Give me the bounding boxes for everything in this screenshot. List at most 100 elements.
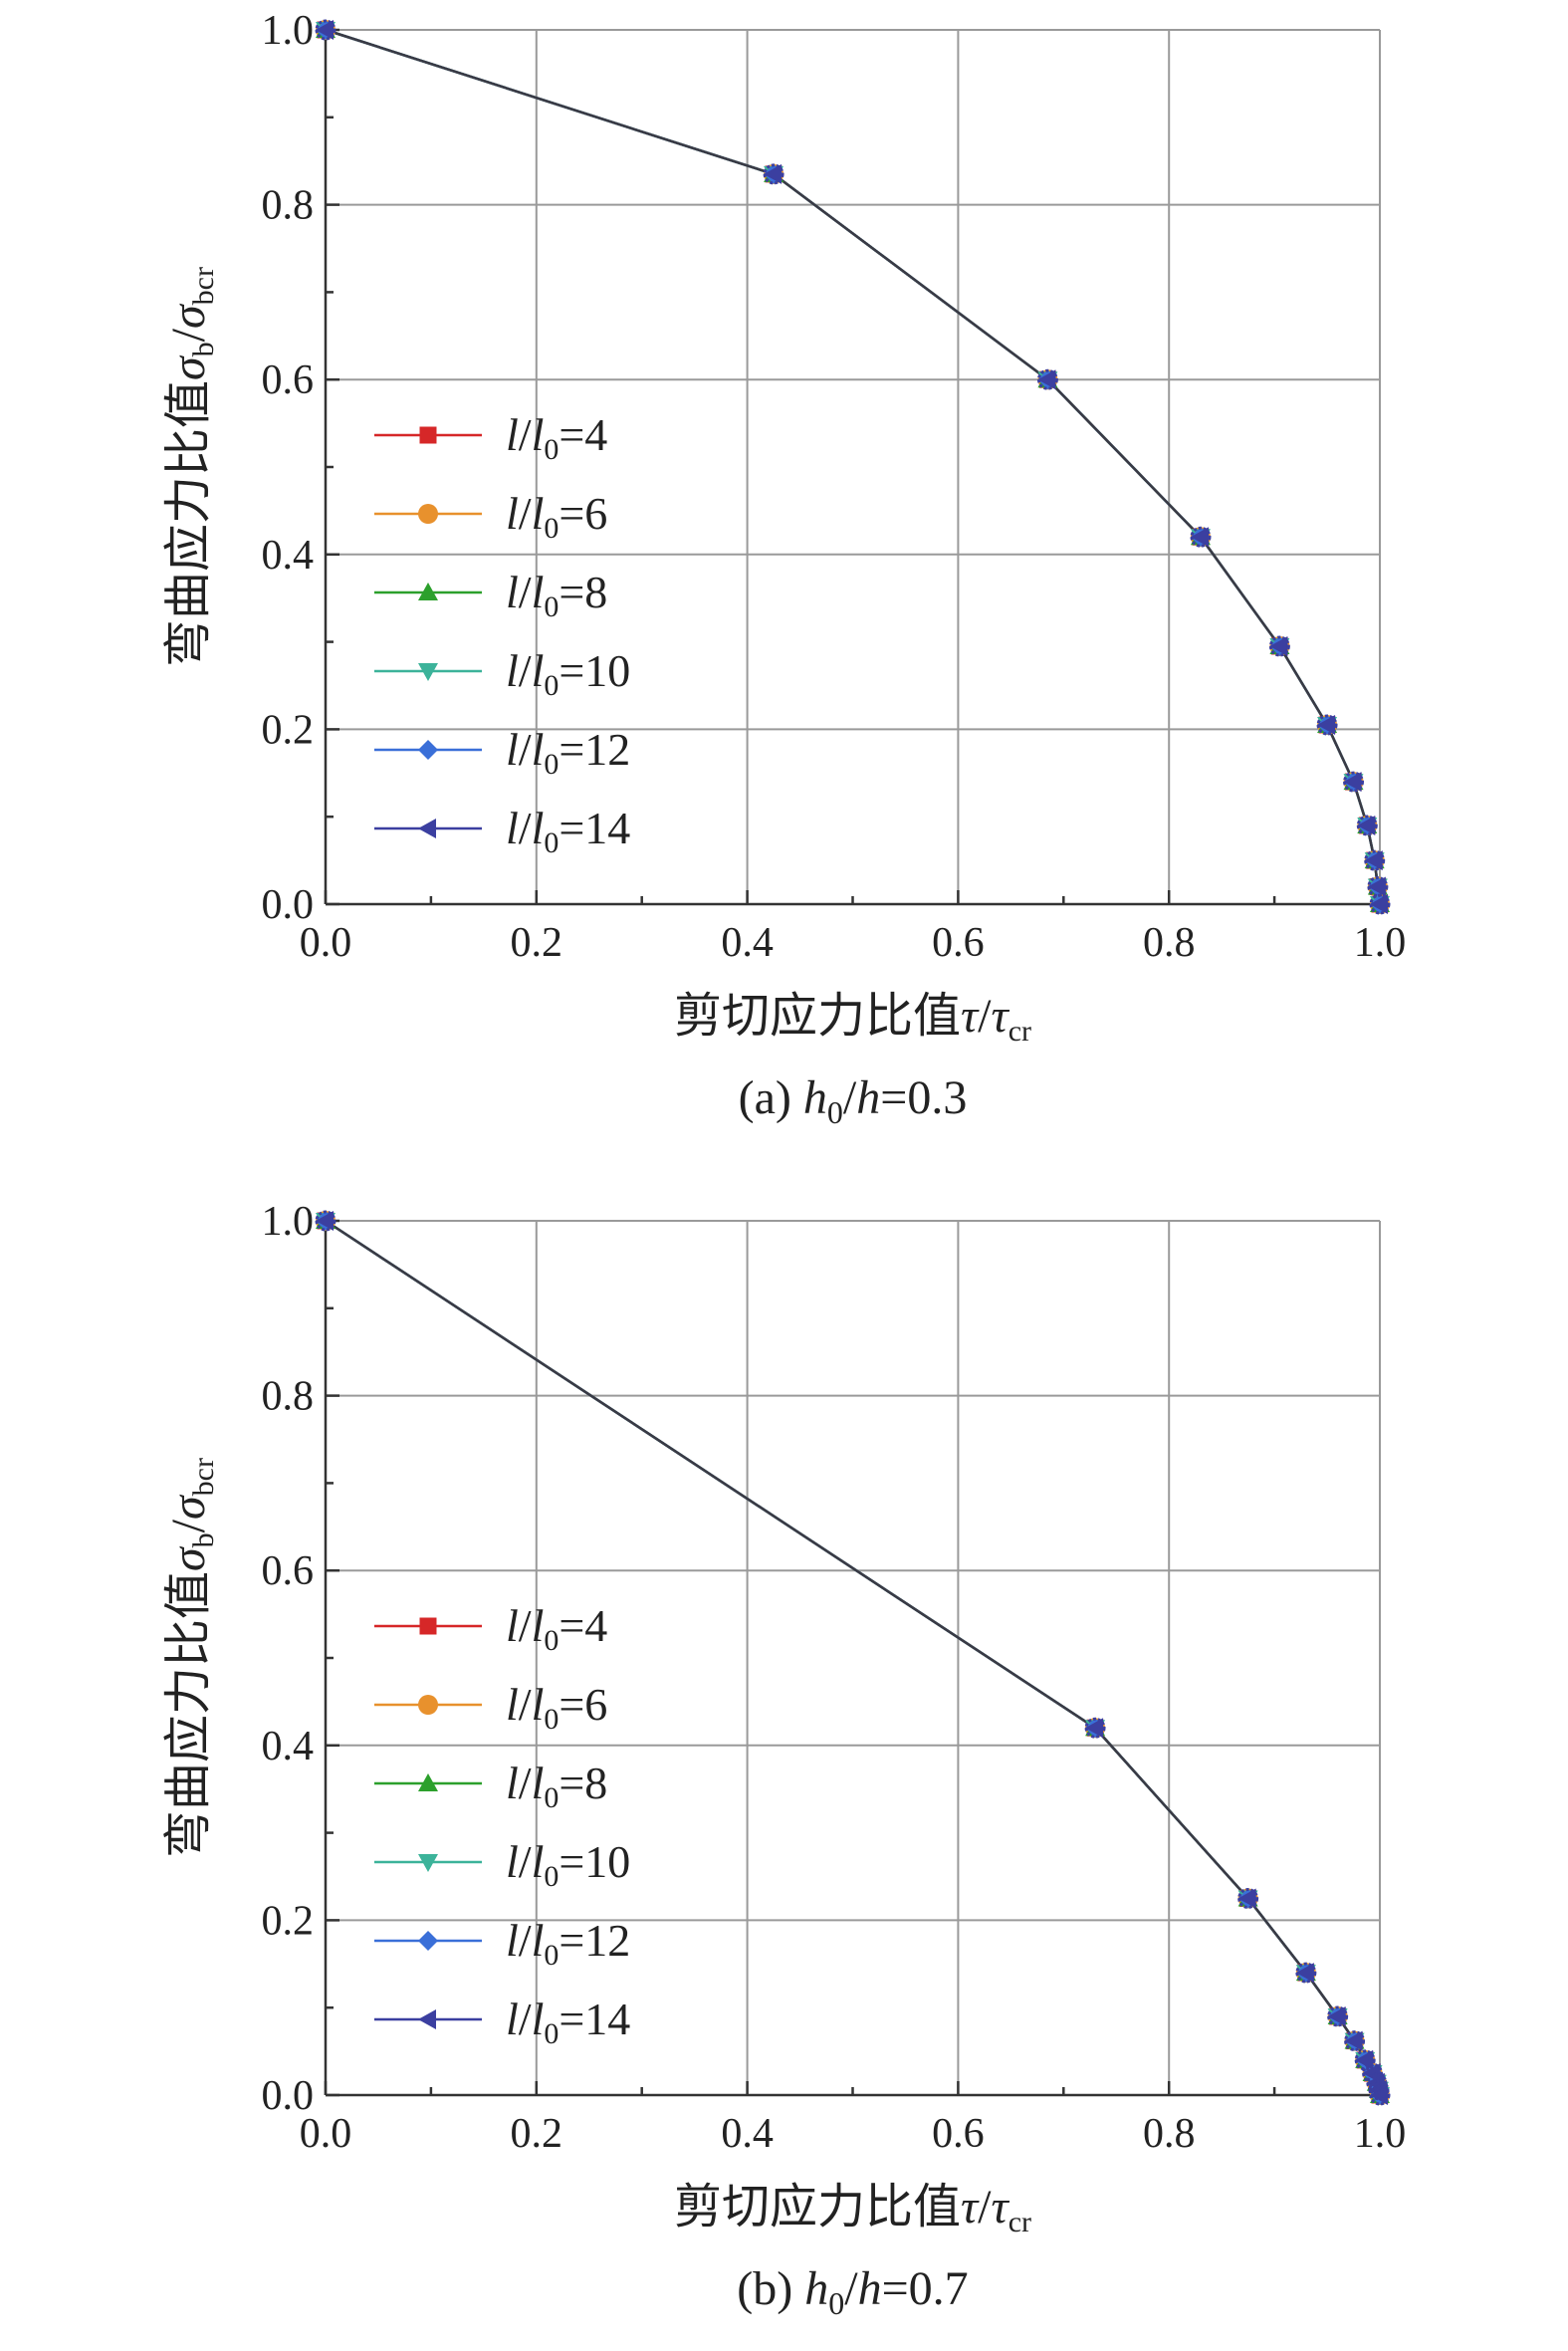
chart-a-legend-marker: [419, 426, 437, 444]
chart-a-x-tick-label: 1.0: [1354, 920, 1407, 966]
chart-b-grid: [326, 1220, 1381, 2095]
chart-b-data-point: [1237, 1888, 1256, 1909]
chart-b-point-outline: [1354, 2049, 1376, 2071]
chart-a-legend-marker: [418, 504, 438, 524]
chart-a-y-tick-label: 0.6: [262, 357, 315, 403]
chart-a-legend-label: l/l0=14: [506, 803, 630, 859]
chart-a-legend-label: l/l0=10: [506, 645, 630, 702]
chart-a-data-point: [316, 20, 334, 40]
chart-a-series-line-4: [325, 28, 1382, 905]
chart-b-series-markers-3: [316, 1213, 1390, 2105]
chart-b-series-line-5: [325, 1219, 1382, 2096]
chart-b-point-outline: [1369, 2084, 1391, 2106]
chart-a-series-markers-5: [316, 20, 1388, 914]
chart-a-series-line-2: [325, 28, 1382, 905]
chart-b-series-markers-5: [316, 1211, 1388, 2105]
chart-b-legend-item: l/l0=6: [374, 1679, 607, 1736]
chart-a-point-outline: [1190, 526, 1212, 548]
chart-b-y-tick-label: 1.0: [262, 1199, 315, 1245]
chart-a-point-outline: [1316, 714, 1338, 736]
chart-a-legend-item: l/l0=12: [374, 724, 630, 781]
chart-b-legend-label: l/l0=8: [506, 1758, 607, 1814]
chart-a-legend-item: l/l0=6: [374, 488, 607, 545]
chart-a-series-markers-4: [316, 20, 1390, 914]
chart-b-x-tick-label: 0.4: [721, 2111, 774, 2157]
chart-a-point-outline: [1367, 875, 1389, 897]
chart-a-x-tick-label: 0.6: [932, 920, 985, 966]
chart-a-data-point: [764, 163, 783, 184]
chart-b-data-point: [1327, 2005, 1346, 2026]
chart-b-point-outline: [1344, 2030, 1366, 2052]
chart-b-series-markers-1: [316, 1211, 1390, 2105]
chart-a-data-point: [1370, 894, 1388, 914]
chart-a-point-outline: [1369, 893, 1391, 915]
chart-b-legend-item: l/l0=8: [374, 1758, 607, 1814]
chart-a-grid: [326, 29, 1381, 904]
chart-b-caption: (b) h0/h=0.7: [737, 2262, 968, 2321]
chart-b-point-outline: [1366, 2072, 1388, 2094]
chart-a-data-point: [1367, 876, 1386, 897]
chart-b-y-tick-label: 0.0: [262, 2073, 315, 2119]
chart-b-series-line-3: [325, 1219, 1382, 2096]
chart-a-legend-item: l/l0=14: [374, 803, 630, 859]
chart-a-x-tick-label: 0.4: [721, 920, 774, 966]
chart-b-data-point: [1085, 1718, 1104, 1739]
chart-b-y-tick-label: 0.4: [262, 1724, 315, 1769]
chart-b-legend-item: l/l0=4: [374, 1600, 607, 1657]
chart-b-y-axis-label: 弯曲应力比值σb/σbcr: [162, 1458, 220, 1858]
chart-a-y-tick-label: 0.8: [262, 183, 315, 229]
chart-a-legend-label: l/l0=8: [506, 567, 607, 623]
chart-b-legend-item: l/l0=14: [374, 1994, 630, 2050]
chart-b-series-line-1: [325, 1219, 1382, 2096]
chart-b-data-point: [316, 1211, 334, 1231]
chart-a-series-markers-1: [316, 20, 1390, 914]
chart-b-series-line-0: [325, 1219, 1382, 2096]
chart-b-legend-marker: [418, 1854, 438, 1872]
chart-b-point-outline: [315, 1210, 336, 1232]
chart-panel-a: 0.0 0.2 0.4 0.6 0.8 1.0 0.0 0.2 0.4 0.6 0.8 1.0 剪切应力…: [0, 0, 1568, 1160]
chart-a-legend-marker: [418, 663, 438, 681]
chart-b-legend-item: l/l0=10: [374, 1836, 630, 1893]
chart-a-point-outline: [1356, 815, 1378, 836]
chart-a-data-point: [1357, 815, 1376, 835]
chart-a-point-overlay: [315, 19, 1391, 915]
chart-a-legend-marker: [418, 583, 438, 600]
chart-a-series-markers-0: [317, 21, 1389, 913]
chart-b-legend-marker: [419, 1617, 437, 1635]
chart-a-x-tick-label: 0.0: [300, 920, 352, 966]
chart-b-series-markers-4: [316, 1211, 1390, 2105]
chart-b-x-axis-label: 剪切应力比值τ/τcr: [674, 2181, 1031, 2238]
chart-a-data-point: [1037, 369, 1056, 390]
chart-b-legend-marker: [418, 1931, 438, 1951]
chart-a-series-line-5: [325, 28, 1382, 905]
chart-a-legend-item: l/l0=4: [374, 409, 607, 466]
chart-b-x-tick-label: 0.0: [300, 2111, 352, 2157]
chart-b-x-tick-label: 1.0: [1354, 2111, 1407, 2157]
chart-a-legend: l/l0=4 l/l0=6 l/l0=8 l/l0=10 l/l0=12 l/l0=14: [374, 409, 630, 859]
chart-a-y-tick-label: 0.4: [262, 533, 315, 579]
chart-a-y-tick-label: 0.0: [262, 882, 315, 928]
chart-a-series-line-1: [325, 28, 1382, 905]
chart-a-legend-label: l/l0=6: [506, 488, 607, 545]
chart-b-series-markers-0: [317, 1212, 1389, 2104]
chart-a-data-point: [1343, 772, 1362, 793]
chart-b-data-point: [1355, 2049, 1374, 2070]
chart-b-legend-label: l/l0=14: [506, 1994, 630, 2050]
chart-a-legend-label: l/l0=4: [506, 409, 607, 466]
chart-b-svg: 0.0 0.2 0.4 0.6 0.8 1.0 0.0 0.2 0.4 0.6 0.8 1.0 剪切应力…: [162, 1199, 1407, 2321]
chart-a-x-tick-label: 0.8: [1143, 920, 1196, 966]
chart-a-series-markers-3: [316, 22, 1390, 914]
chart-b-series-markers-2: [316, 1211, 1390, 2103]
chart-a-legend-label: l/l0=12: [506, 724, 630, 781]
chart-a-legend-marker: [418, 740, 438, 760]
chart-b-legend-marker: [418, 2009, 436, 2029]
chart-b-legend-marker: [418, 1695, 438, 1715]
chart-b-ticks: [324, 1219, 1382, 2097]
chart-a-legend-item: l/l0=10: [374, 645, 630, 702]
chart-b-legend-item: l/l0=12: [374, 1915, 630, 1972]
chart-b-y-tick-label: 0.6: [262, 1548, 315, 1594]
chart-b-y-tick-label: 0.8: [262, 1374, 315, 1420]
chart-b-y-tick-label: 0.2: [262, 1898, 315, 1944]
chart-a-x-axis-label: 剪切应力比值τ/τcr: [674, 990, 1031, 1048]
chart-b-series-line-2: [325, 1219, 1382, 2096]
